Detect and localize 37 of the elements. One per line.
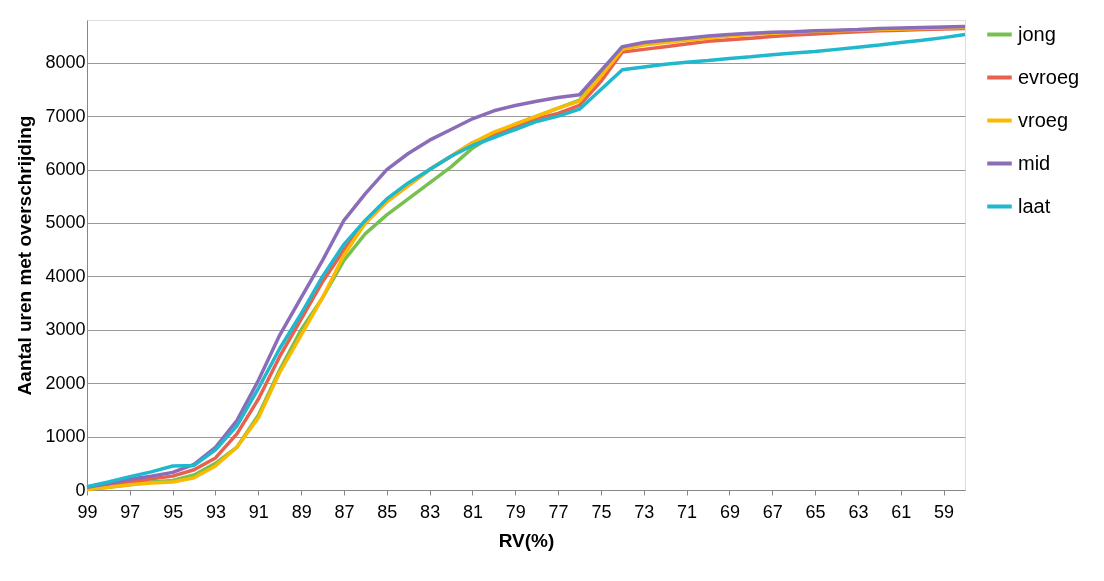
x-tick-label: 93 (205, 501, 226, 522)
x-axis-title: RV(%) (498, 529, 555, 551)
x-tick-label: 83 (420, 501, 441, 522)
y-tick-label: 1000 (45, 426, 86, 447)
x-tick-label: 99 (77, 501, 98, 522)
y-tick-label: 4000 (45, 265, 86, 286)
x-tick-label: 65 (805, 501, 826, 522)
x-tick-label: 89 (291, 501, 312, 522)
x-tick-label: 87 (334, 501, 355, 522)
y-tick-label: 6000 (45, 159, 86, 180)
x-tick-label: 61 (891, 501, 912, 522)
x-tick-label: 77 (548, 501, 569, 522)
x-tick-label: 81 (462, 501, 483, 522)
x-tick-label: 71 (677, 501, 698, 522)
x-tick-label: 79 (505, 501, 526, 522)
x-tick-label: 75 (591, 501, 612, 522)
x-tick-label: 97 (120, 501, 141, 522)
legend-label: laat (1018, 194, 1051, 217)
x-tick-label: 73 (634, 501, 655, 522)
legend-label: mid (1018, 151, 1051, 174)
x-tick-label: 91 (248, 501, 269, 522)
legend-label: vroeg (1018, 108, 1069, 131)
x-tick-label: 59 (934, 501, 955, 522)
y-tick-label: 5000 (45, 212, 86, 233)
y-tick-label: 3000 (45, 319, 86, 340)
legend-label: jong (1017, 22, 1056, 45)
x-tick-label: 69 (719, 501, 740, 522)
x-tick-label: 95 (163, 501, 184, 522)
x-tick-label: 67 (762, 501, 783, 522)
x-tick-label: 85 (377, 501, 398, 522)
y-tick-label: 0 (75, 479, 86, 500)
y-tick-label: 7000 (45, 105, 86, 126)
legend-label: evroeg (1018, 65, 1080, 88)
y-axis-title: Aantal uren met overschrijding (14, 115, 36, 396)
y-tick-label: 8000 (45, 52, 86, 73)
x-tick-label: 63 (848, 501, 869, 522)
y-tick-label: 2000 (45, 372, 86, 393)
